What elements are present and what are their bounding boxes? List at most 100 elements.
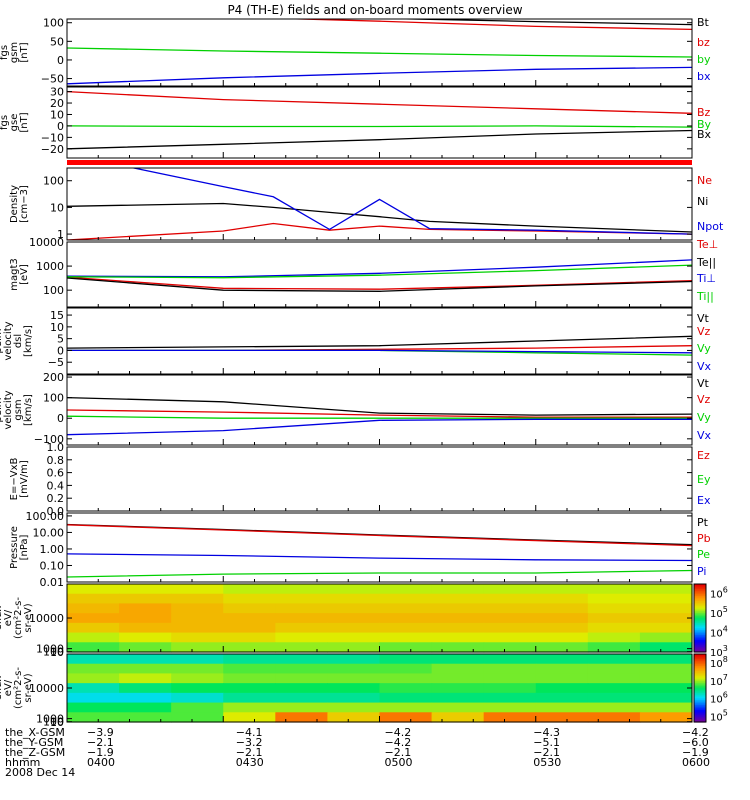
heat-cell	[171, 654, 224, 665]
heat-cell	[275, 663, 329, 675]
colorbar-segment	[694, 592, 706, 595]
x-axis-value: −2.1	[87, 736, 114, 749]
colorbar-segment	[694, 701, 706, 704]
heat-cell	[223, 642, 276, 653]
colorbar-segment	[694, 718, 706, 721]
y-axis-label: sr-eV)	[23, 673, 34, 702]
colorbar-segment	[694, 682, 706, 686]
colorbar-segment	[694, 648, 706, 651]
heat-cell	[67, 613, 120, 624]
x-axis-value: −4.1	[236, 726, 263, 739]
y-tick-label: 10000	[29, 682, 64, 695]
colorbar-segment	[694, 618, 706, 621]
heat-cell	[327, 613, 381, 624]
panels: Btbzbybx100500−50thefgsgsm[nT]BzByBx3020…	[0, 16, 728, 729]
heat-cell	[275, 673, 329, 684]
heat-cell	[67, 663, 120, 675]
colorbar-segment	[694, 614, 706, 617]
y-tick-label: 20	[50, 97, 64, 110]
heat-cell	[379, 613, 433, 624]
colorbar-segment	[694, 589, 706, 592]
colorbar-segment	[694, 655, 706, 658]
y-tick-label: 100	[43, 716, 64, 729]
colorbar-segment	[694, 664, 706, 667]
heat-cell	[483, 712, 537, 723]
colorbar-segment	[694, 705, 706, 708]
x-axis-row-label: the_Z-GSM	[5, 746, 65, 759]
legend-vy: Vy	[697, 411, 711, 424]
colorbar-label: 105	[710, 709, 728, 724]
heat-cell	[483, 642, 537, 653]
heat-cell	[119, 613, 172, 624]
colorbar-segment	[694, 660, 706, 664]
x-axis-value: 0430	[236, 756, 264, 769]
colorbar-segment	[694, 679, 706, 682]
series-line-bt	[381, 19, 692, 26]
heat-cell	[587, 683, 641, 694]
y-axis-label: velocity	[3, 390, 14, 429]
heat-cell	[431, 632, 485, 643]
panel-frame	[66, 241, 693, 308]
colorbar-segment	[694, 713, 706, 716]
colorbar-segment	[694, 703, 706, 706]
colorbar-segment	[694, 616, 706, 619]
legend-pt: Pt	[697, 516, 709, 529]
colorbar-segment	[694, 584, 706, 587]
x-axis-value: −4.2	[385, 736, 412, 749]
colorbar-segment	[694, 611, 706, 614]
colorbar-segment	[694, 606, 706, 609]
heat-cell	[119, 702, 172, 713]
legend-ez: Ez	[697, 449, 710, 462]
colorbar-segment	[694, 674, 706, 677]
colorbar-segment	[694, 631, 706, 634]
legend-te: Te⊥	[696, 238, 718, 251]
y-tick-label: 0.10	[40, 559, 65, 572]
x-axis-value: −4.2	[385, 726, 412, 739]
heat-cell	[483, 654, 537, 665]
y-tick-label: 0.6	[47, 467, 65, 480]
y-tick-label: 15	[50, 309, 64, 322]
heat-cell	[379, 702, 433, 713]
heat-cell	[275, 702, 329, 713]
y-tick-label: 50	[50, 35, 64, 48]
legend-by: By	[697, 118, 712, 131]
heat-cell	[275, 584, 329, 595]
legend-vy: Vy	[697, 342, 711, 355]
heat-cell	[535, 603, 589, 614]
colorbar-segment	[694, 665, 706, 669]
heat-cell	[327, 673, 381, 684]
x-axis-value: −1.9	[682, 746, 709, 759]
y-tick-label: 10	[50, 108, 64, 121]
y-tick-label: 1000	[36, 260, 64, 273]
colorbar-segment	[694, 629, 706, 633]
series-line-pb	[67, 524, 692, 547]
colorbar-segment	[694, 706, 706, 709]
series-line-by	[67, 125, 692, 128]
x-axis-value: −1.9	[87, 746, 114, 759]
heat-cell	[639, 702, 693, 713]
panel-5: VtVzVyVx2001000−100thepeimvelocitygsm[km…	[0, 371, 712, 446]
panel-frame	[66, 86, 693, 159]
heat-cell	[587, 654, 641, 665]
heat-cell	[223, 663, 276, 675]
colorbar-segment	[694, 677, 706, 681]
y-tick-label: 10	[50, 321, 64, 334]
heat-cell	[275, 603, 329, 614]
y-tick-label: 100	[43, 17, 64, 30]
y-tick-label: 0.2	[47, 492, 65, 505]
heat-cell	[67, 673, 120, 684]
heat-cell	[379, 654, 433, 665]
heat-cell	[119, 622, 172, 634]
heat-cell	[119, 673, 172, 684]
legend-npot: Npot	[697, 220, 724, 233]
series-line-bx	[67, 66, 692, 85]
heat-cell	[119, 712, 172, 723]
heat-cell	[171, 692, 224, 704]
y-axis-label: [km/s]	[23, 325, 34, 357]
heat-cell	[171, 702, 224, 713]
series-line-vz	[67, 409, 692, 418]
series-line-ne	[67, 222, 692, 240]
